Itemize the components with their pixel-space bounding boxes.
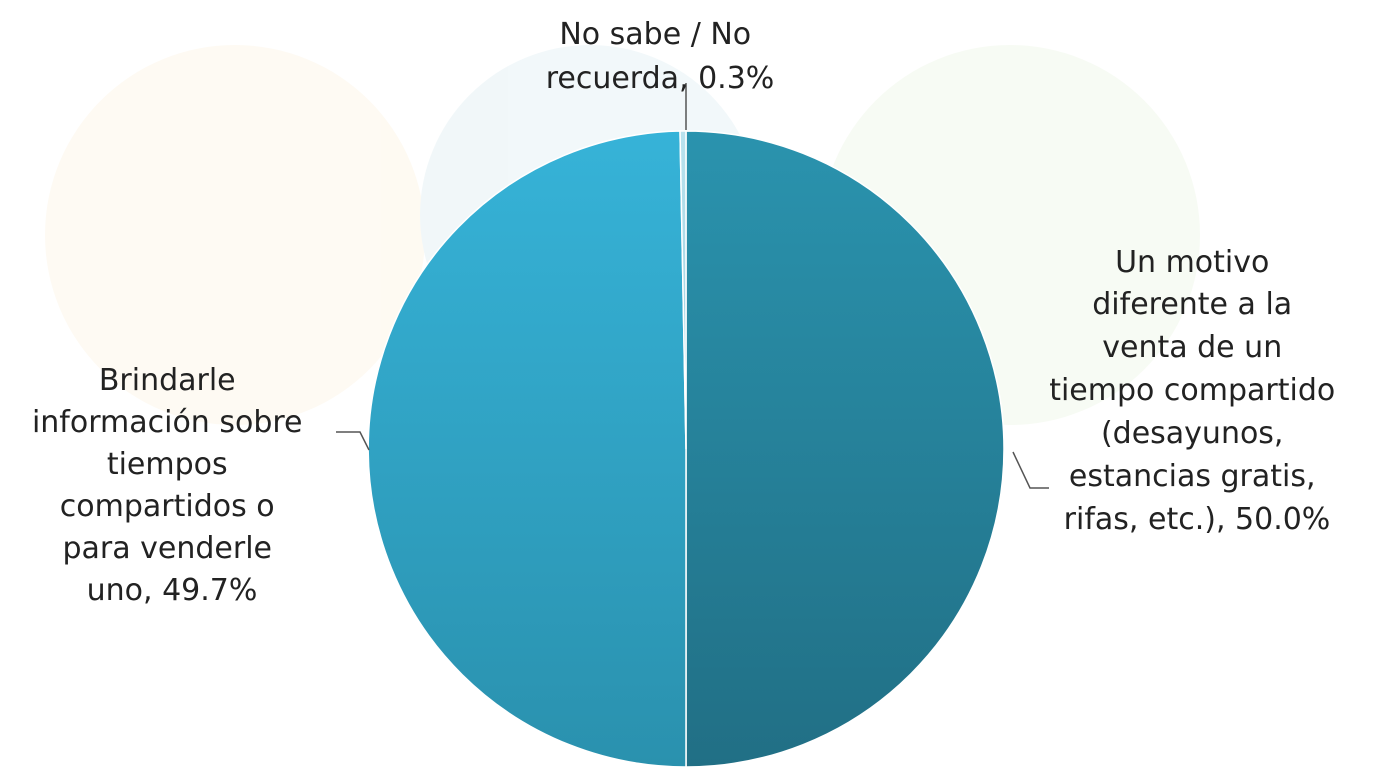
data-label-un-motivo: Un motivo diferente a la venta de un tie… [1049,245,1345,537]
pie-slice-brindarle [367,130,687,768]
pie-slice-no-sabe [679,130,687,450]
pie-slice-un-motivo [685,130,1005,768]
data-label-brindarle: Brindarle información sobre tiempos comp… [32,363,312,608]
leader-line-brindarle [336,431,370,451]
pie-slices [367,130,1005,768]
leader-line-un-motivo [1012,451,1049,489]
data-label-no-sabe: No sabe / No recuerda, 0.3% [546,17,775,96]
